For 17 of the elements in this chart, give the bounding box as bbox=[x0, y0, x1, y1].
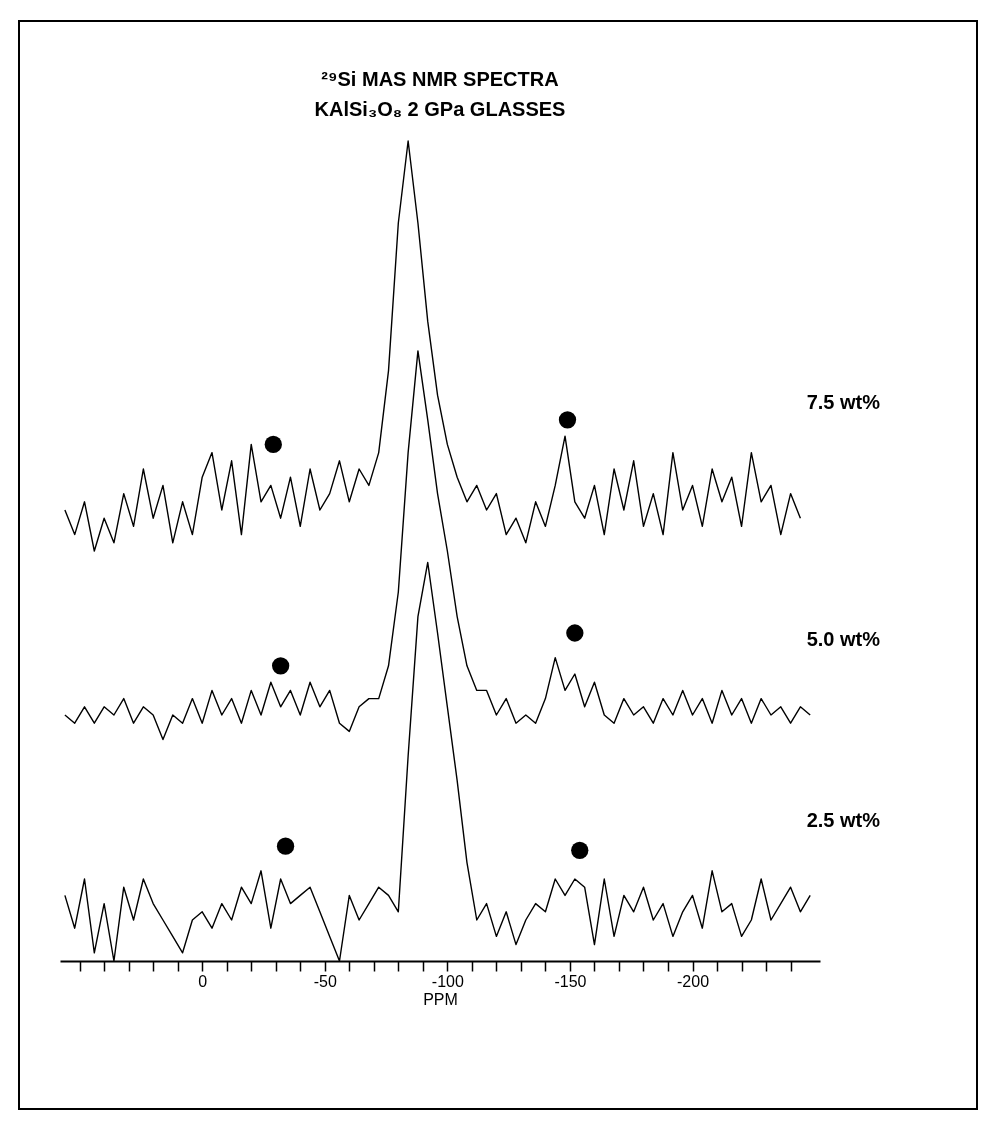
chart-subtitle: KAlSi₃O₈ 2 GPa GLASSES bbox=[314, 98, 566, 121]
x-tick-label: -100 bbox=[431, 972, 464, 990]
text: 5.0 wt% bbox=[806, 628, 881, 651]
point bbox=[571, 841, 589, 859]
point bbox=[558, 411, 577, 429]
point bbox=[271, 657, 290, 675]
x-tick-label: -50 bbox=[313, 972, 337, 990]
x-tick-label: 0 bbox=[198, 972, 208, 990]
point bbox=[264, 435, 282, 454]
point bbox=[566, 624, 584, 642]
x-tick-label: -150 bbox=[554, 972, 587, 990]
chart-title: ²⁹Si MAS NMR SPECTRA bbox=[321, 68, 559, 91]
point bbox=[276, 837, 295, 855]
text: 2.5 wt% bbox=[806, 808, 881, 831]
text: 7.5 wt% bbox=[806, 390, 881, 413]
x-axis-title: PPM bbox=[423, 990, 458, 1008]
x-tick-label: -200 bbox=[677, 972, 710, 990]
